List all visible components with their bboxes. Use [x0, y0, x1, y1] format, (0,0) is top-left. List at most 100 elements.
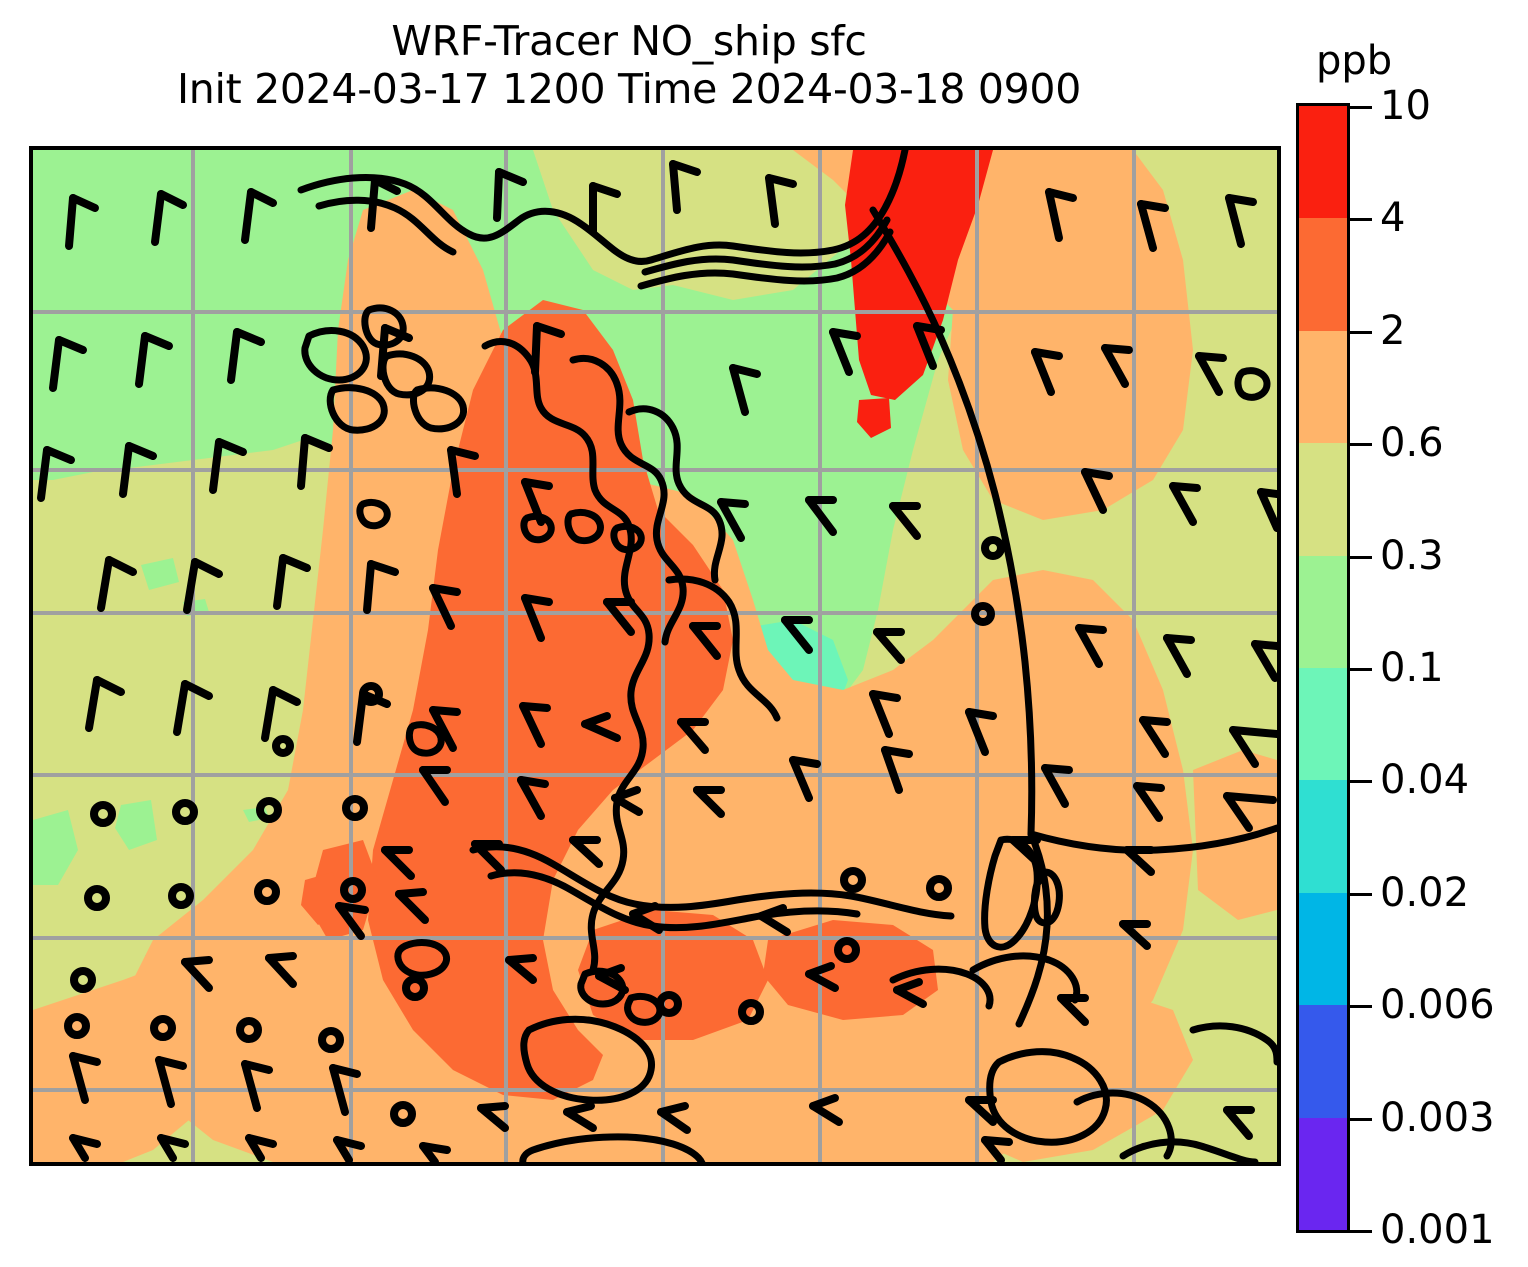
colorbar-tick-mark-10	[1350, 1230, 1372, 1233]
map-gridlines	[33, 150, 1277, 1162]
coastline-nw-islands-1	[301, 327, 370, 384]
wind-barb	[181, 956, 213, 992]
calm-wind-circle	[390, 1101, 416, 1127]
wind-barb	[805, 962, 839, 992]
colorbar-band-5	[1299, 667, 1347, 781]
wind-barb	[965, 1096, 997, 1126]
wind-barb	[447, 446, 479, 498]
calm-wind-circle	[150, 1015, 176, 1041]
coastline-baltic-arc	[665, 575, 781, 722]
wind-barb	[629, 902, 663, 934]
wind-barb	[227, 328, 265, 384]
coastline-nw-islands-3	[326, 384, 388, 434]
colorbar-tick-mark-4	[1350, 555, 1372, 559]
wind-barb	[965, 708, 997, 756]
calm-wind-circle	[90, 801, 116, 827]
wind-barb	[1081, 468, 1113, 514]
wind-barb	[245, 1134, 277, 1162]
calm-wind-circle	[738, 999, 764, 1025]
wind-barb	[729, 364, 761, 416]
colorbar-tick-label-3: 0.6	[1380, 420, 1444, 467]
wind-barb	[589, 182, 621, 236]
calm-wind-circle	[926, 875, 952, 901]
colorbar-band-8	[1299, 1005, 1347, 1118]
wind-barb	[1195, 352, 1227, 396]
wind-barb	[1133, 782, 1165, 822]
colorbar-tick-mark-5	[1350, 668, 1372, 671]
calm-wind-circle	[84, 885, 110, 911]
calm-wind-circle	[981, 536, 1005, 560]
calm-wind-markers	[64, 536, 1005, 1127]
wind-barb	[333, 1136, 365, 1162]
wind-barb	[183, 558, 223, 614]
wind-barb	[789, 756, 821, 802]
calm-wind-circle	[168, 883, 194, 909]
wind-barb	[1009, 836, 1041, 866]
calm-wind-circle	[656, 991, 682, 1017]
wind-barb	[519, 702, 551, 748]
coastlines	[297, 150, 1277, 1162]
wind-barb	[1123, 846, 1155, 876]
calm-wind-circle	[256, 797, 282, 823]
wind-barbs	[37, 160, 1277, 1162]
wind-barb	[69, 1052, 101, 1104]
colorbar-band-4	[1299, 555, 1347, 668]
colorbar-tick-mark-8	[1350, 1005, 1372, 1009]
colorbar-units-label: ppb	[1316, 38, 1393, 84]
wind-barb	[37, 446, 75, 502]
colorbar-tick-mark-7	[1350, 892, 1372, 896]
wind-barb	[1223, 1106, 1255, 1140]
fill-patch-green-e	[141, 558, 179, 590]
wind-barb	[273, 554, 311, 610]
wind-barb	[471, 840, 505, 874]
page-title: WRF-Tracer NO_ship sfc Init 2024-03-17 1…	[0, 17, 1258, 114]
coastline-denmark	[520, 1015, 655, 1104]
coastline-oland	[1030, 868, 1063, 927]
wind-barb	[173, 680, 213, 736]
fill-band-2-4-lobe-east	[763, 920, 938, 1020]
calm-wind-circle	[340, 877, 366, 903]
calm-wind-circle	[172, 799, 198, 825]
wind-barb	[757, 904, 791, 936]
colorbar-tick-label-6: 0.04	[1380, 757, 1470, 804]
wind-barb	[419, 766, 451, 806]
wind-barb	[717, 498, 749, 542]
colorbar-band-2	[1299, 330, 1347, 444]
coastline-island-c	[624, 992, 664, 1026]
colorbar-tick-label-2: 2	[1380, 307, 1406, 354]
wind-barb	[657, 1102, 691, 1134]
wind-barb	[367, 176, 401, 232]
wind-barb	[1139, 716, 1171, 758]
coastline-arctic-edge	[315, 196, 457, 256]
wind-barb	[881, 746, 913, 794]
coastline-se-5	[969, 952, 1081, 1004]
wind-barb	[781, 616, 813, 654]
coastline-se-3	[1189, 1022, 1277, 1066]
wind-barb	[85, 676, 125, 732]
wind-barb	[829, 328, 861, 376]
coastline-east-sweep	[869, 206, 1277, 854]
wind-barb	[869, 690, 901, 738]
wind-barb	[65, 194, 99, 250]
coastline-nw-islands-5	[410, 384, 467, 433]
wind-barb	[693, 786, 725, 818]
wind-barb	[595, 964, 629, 994]
wind-barb	[363, 560, 399, 614]
wind-barb	[521, 478, 553, 526]
wind-barb	[1225, 194, 1257, 248]
calm-wind-circle	[342, 795, 368, 821]
wind-barb	[521, 594, 553, 642]
wind-barb	[581, 712, 621, 742]
wind-barb	[569, 836, 603, 868]
wind-barb	[429, 584, 461, 630]
colorbar	[1296, 103, 1350, 1233]
wind-barb	[119, 442, 157, 498]
wind-barb	[1119, 920, 1151, 950]
wind-barb	[151, 190, 187, 246]
lake-e	[405, 721, 445, 757]
coastline-bothnia	[625, 405, 726, 584]
colorbar-tick-label-1: 4	[1380, 195, 1406, 242]
calm-wind-circle	[70, 967, 96, 993]
colorbar-tick-mark-3	[1350, 443, 1372, 447]
wind-barb	[809, 1094, 843, 1126]
